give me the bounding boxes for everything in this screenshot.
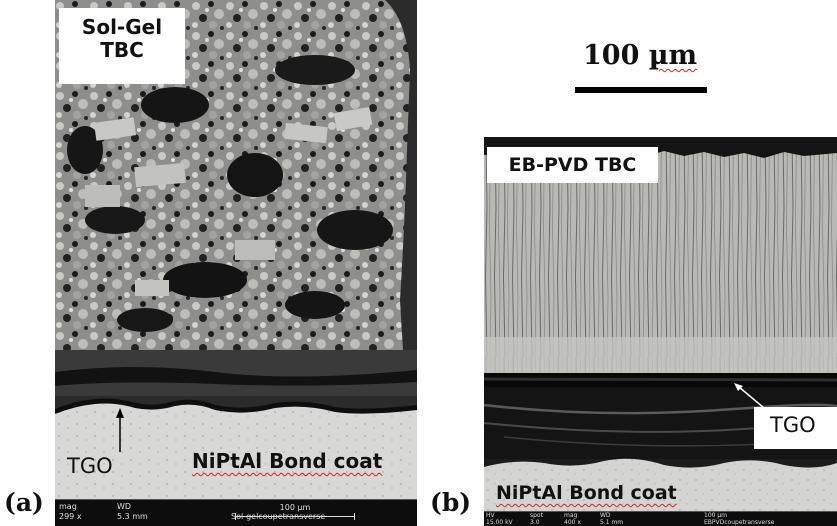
sol-gel-label: Sol-Gel TBC	[59, 8, 185, 84]
bond-coat-label-a: NiPtAl Bond coat	[192, 449, 383, 473]
sem-wd-b: WD 5.1 mm	[600, 512, 624, 526]
tgo-label-box-b	[754, 407, 837, 449]
sem-scale-a: 100 µm	[235, 503, 355, 520]
sem-mag-a: mag 299 x	[59, 502, 82, 521]
scale-bar-line	[575, 87, 707, 93]
scale-bar-label: 100 µm	[583, 40, 697, 71]
sem-scale-b: 100 µm EBPVDcoupetransverse	[704, 512, 775, 526]
tgo-label-a: TGO	[67, 454, 113, 478]
sem-filename-a: Sol-gelcoupetransverse	[231, 512, 326, 521]
tgo-arrow-head-b	[734, 383, 743, 391]
eb-pvd-micrograph-image	[484, 137, 837, 526]
sem-info-bar-b: HV 15.00 kV spot 3.0 mag 400 x WD 5.1 mm…	[484, 511, 837, 526]
sol-gel-micrograph-image	[55, 0, 417, 526]
sol-gel-micrograph: Sol-Gel TBC TGO NiPtAl Bond coat mag 299…	[55, 0, 417, 526]
eb-pvd-label: EB-PVD TBC	[487, 147, 658, 183]
sem-wd-a: WD 5.3 mm	[117, 502, 148, 521]
sem-info-bar-a: mag 299 x WD 5.3 mm 100 µm Sol-gelcoupet…	[55, 499, 417, 526]
sol-gel-label-line1: Sol-Gel	[81, 15, 163, 39]
sem-spot-b: spot 3.0	[530, 512, 543, 526]
panel-letter-b: (b)	[430, 488, 472, 517]
sem-mag-b: mag 400 x	[564, 512, 581, 526]
panel-letter-a: (a)	[4, 488, 44, 517]
tgo-label-b: TGO	[770, 413, 816, 437]
eb-pvd-micrograph: EB-PVD TBC TGO NiPtAl Bond coat HV 15.00…	[484, 137, 837, 526]
sol-gel-label-line2: TBC	[100, 38, 144, 62]
scale-bar-value: 100	[583, 40, 640, 71]
sem-hv-b: HV 15.00 kV	[486, 512, 513, 526]
bond-coat-label-b: NiPtAl Bond coat	[496, 482, 677, 504]
tgo-arrow-head	[116, 408, 124, 418]
scale-bar-unit: µm	[648, 40, 698, 71]
